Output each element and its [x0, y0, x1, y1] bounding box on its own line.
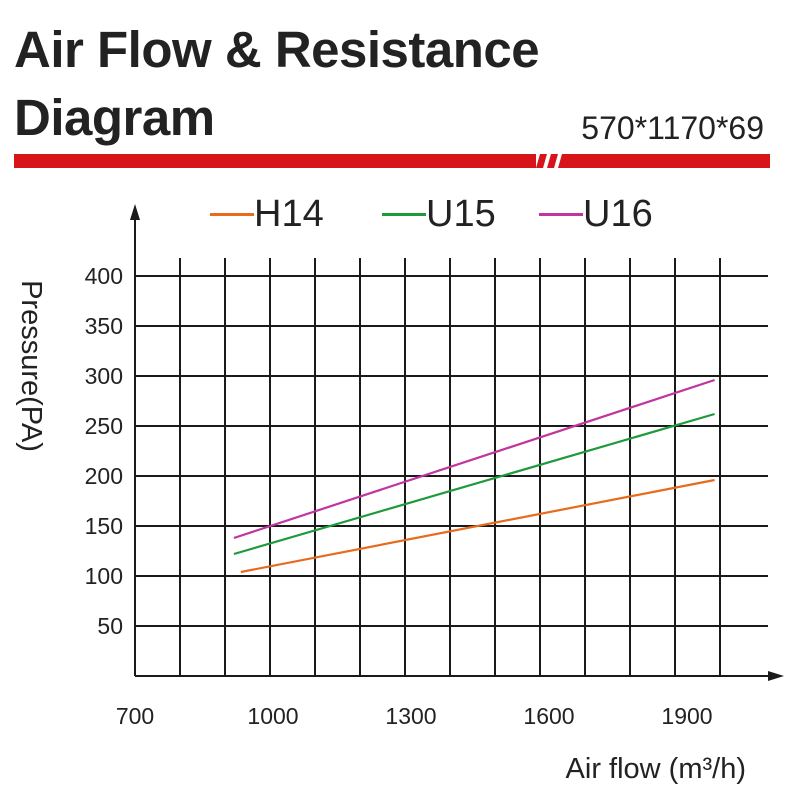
- y-tick-label: 400: [85, 263, 123, 289]
- series-line-u15: [233, 412, 715, 556]
- y-tick-label: 350: [85, 313, 123, 339]
- x-tick-label: 700: [116, 703, 154, 729]
- y-axis-title: Pressure(PA): [15, 280, 47, 452]
- legend-swatch: [210, 213, 254, 216]
- y-axis-arrow-icon: [130, 204, 140, 220]
- x-tick-label: 1600: [523, 703, 574, 729]
- x-tick-label: 1000: [247, 703, 298, 729]
- x-tick-label: 1300: [385, 703, 436, 729]
- y-tick-label: 150: [85, 513, 123, 539]
- chart-axes: [130, 204, 784, 681]
- series-line-h14: [240, 478, 715, 574]
- series-line-u16: [233, 378, 715, 540]
- page-title-line-2: Diagram: [14, 89, 215, 146]
- x-tick-label: 1900: [661, 703, 712, 729]
- y-tick-label: 100: [85, 563, 123, 589]
- legend-swatch: [539, 213, 583, 216]
- tick-labels: 50 100 150 200 250 300 350 400 700 1000 1300 1600 19…: [15, 263, 746, 785]
- page-title-line-1: Air Flow & Resistance: [14, 21, 540, 78]
- x-axis-arrow-icon: [768, 671, 784, 681]
- legend-swatch: [382, 213, 426, 216]
- header-divider-bar: [14, 154, 770, 168]
- y-tick-label: 50: [97, 613, 123, 639]
- y-tick-label: 300: [85, 363, 123, 389]
- grid-lines: [135, 258, 768, 676]
- x-axis-title: Air flow (m³/h): [566, 753, 746, 785]
- legend-label: H14: [254, 193, 324, 235]
- dimensions-label: 570*1170*69: [581, 110, 764, 146]
- legend-label: U15: [426, 193, 496, 235]
- legend-label: U16: [583, 193, 653, 235]
- y-tick-label: 200: [85, 463, 123, 489]
- chart-series: [233, 378, 715, 574]
- y-tick-label: 250: [85, 413, 123, 439]
